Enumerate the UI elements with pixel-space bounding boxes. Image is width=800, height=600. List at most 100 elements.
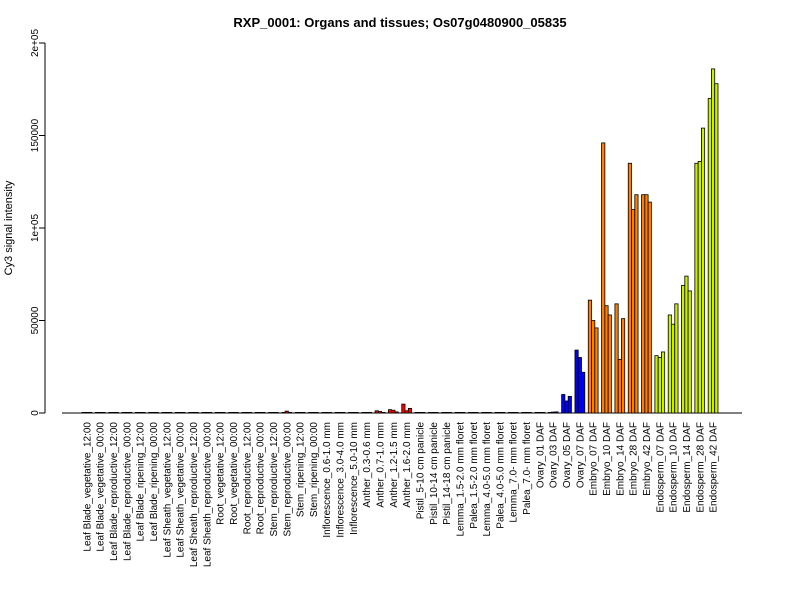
y-tick-label: 150000 <box>30 118 41 152</box>
bar <box>141 411 146 414</box>
x-tick-label: Stem_reproductive_12:00 <box>269 422 280 537</box>
x-tick-label: Leaf Blade_vegetative_12:00 <box>82 422 93 552</box>
bar <box>694 162 699 414</box>
bar <box>474 411 479 414</box>
x-tick-label: Stem_ripening_00:00 <box>309 422 320 518</box>
bar <box>294 411 299 414</box>
bar <box>697 160 702 414</box>
bar <box>514 411 519 414</box>
bar <box>148 411 153 414</box>
bar <box>381 411 386 414</box>
x-tick-label: Ovary_07 DAF <box>575 422 586 488</box>
bar <box>534 411 539 414</box>
bar <box>521 411 526 414</box>
x-tick-label: Stem_reproductive_00:00 <box>282 422 293 537</box>
bar <box>204 411 209 414</box>
bar <box>374 410 379 414</box>
bar <box>174 411 179 414</box>
bar <box>537 411 542 414</box>
bar <box>507 411 512 414</box>
y-tick-label: 1e+05 <box>30 214 41 243</box>
bar <box>214 411 219 414</box>
bar <box>481 411 486 414</box>
x-tick-label: Embryo_28 DAF <box>629 422 640 496</box>
x-tick-label: Root_reproductive_12:00 <box>242 422 253 535</box>
bar <box>391 409 396 414</box>
x-tick-label: Root_reproductive_00:00 <box>256 422 267 535</box>
chart-title: RXP_0001: Organs and tissues; Os07g04809… <box>233 15 566 30</box>
bar <box>604 305 609 414</box>
x-tick-label: Ovary_03 DAF <box>549 422 560 488</box>
bar <box>354 411 359 414</box>
bar <box>367 411 372 414</box>
bar <box>231 411 236 414</box>
bar <box>168 411 173 414</box>
x-tick-label: Leaf Blade_ripening_00:00 <box>149 422 160 542</box>
bar <box>194 411 199 414</box>
bar <box>321 411 326 414</box>
x-tick-label: Stem_ripening_12:00 <box>296 422 307 518</box>
bar <box>188 411 193 414</box>
bar <box>461 411 466 414</box>
bar <box>98 411 103 414</box>
bar <box>161 411 166 414</box>
bar <box>414 411 419 414</box>
x-tick-label: Inflorescence_5.0-10 mm <box>349 422 360 535</box>
bar <box>274 411 279 414</box>
bar <box>248 411 253 414</box>
bar <box>541 411 546 414</box>
bar <box>497 411 502 414</box>
bar <box>684 275 689 414</box>
bar <box>554 411 559 414</box>
bar <box>94 411 99 414</box>
x-tick-label: Lemma_4.0-5.0 mm floret <box>482 422 493 537</box>
bar <box>84 411 89 414</box>
bar <box>327 411 333 414</box>
y-axis-label: Cy3 signal intensity <box>3 180 15 275</box>
x-tick-label: Anther_1.6-2.0 mm <box>402 422 413 508</box>
x-tick-label: Pistil_10-14 cm panicle <box>429 422 440 525</box>
bar <box>524 411 529 414</box>
bar <box>574 349 579 414</box>
bar <box>487 411 492 414</box>
x-tick-label: Leaf Sheath_reproductive_00:00 <box>202 422 213 568</box>
bar <box>364 411 369 414</box>
bar <box>527 411 532 414</box>
bar <box>641 194 646 414</box>
bar <box>581 371 586 414</box>
x-tick-label: Pistil_14-18 cm panicle <box>442 422 453 525</box>
bar <box>208 411 213 414</box>
bar <box>617 358 622 414</box>
x-tick-label: Ovary_05 DAF <box>562 422 573 488</box>
bar <box>547 411 552 414</box>
bar <box>361 411 366 414</box>
bar <box>101 411 106 414</box>
bar <box>258 411 263 414</box>
x-tick-label: Leaf Blade_ripening_12:00 <box>136 422 147 542</box>
bar <box>654 355 659 414</box>
bar <box>181 411 186 414</box>
y-tick-label: 50000 <box>30 306 41 334</box>
bar <box>631 209 636 414</box>
bar <box>311 411 316 414</box>
bar <box>587 299 592 414</box>
x-tick-label: Embryo_42 DAF <box>642 422 653 496</box>
bar <box>191 411 196 414</box>
x-tick-label: Endosperm_07 DAF <box>655 422 666 513</box>
bar <box>661 351 666 414</box>
bars <box>81 68 719 414</box>
y-tick-label: 2e+05 <box>30 29 41 58</box>
x-tick-labels: Leaf Blade_vegetative_12:00 Leaf Blade_ve… <box>82 422 719 568</box>
bar <box>454 411 459 414</box>
x-tick-label: Leaf Sheath_vegetative_00:00 <box>176 422 187 558</box>
bar <box>154 411 159 414</box>
bar <box>261 411 266 414</box>
bar <box>501 411 506 414</box>
bar <box>434 411 439 414</box>
bar <box>377 411 383 414</box>
bar <box>404 410 409 414</box>
bar <box>701 127 706 414</box>
x-tick-label: Lemma_1.5-2.0 mm floret <box>455 422 466 537</box>
bar <box>254 411 259 414</box>
